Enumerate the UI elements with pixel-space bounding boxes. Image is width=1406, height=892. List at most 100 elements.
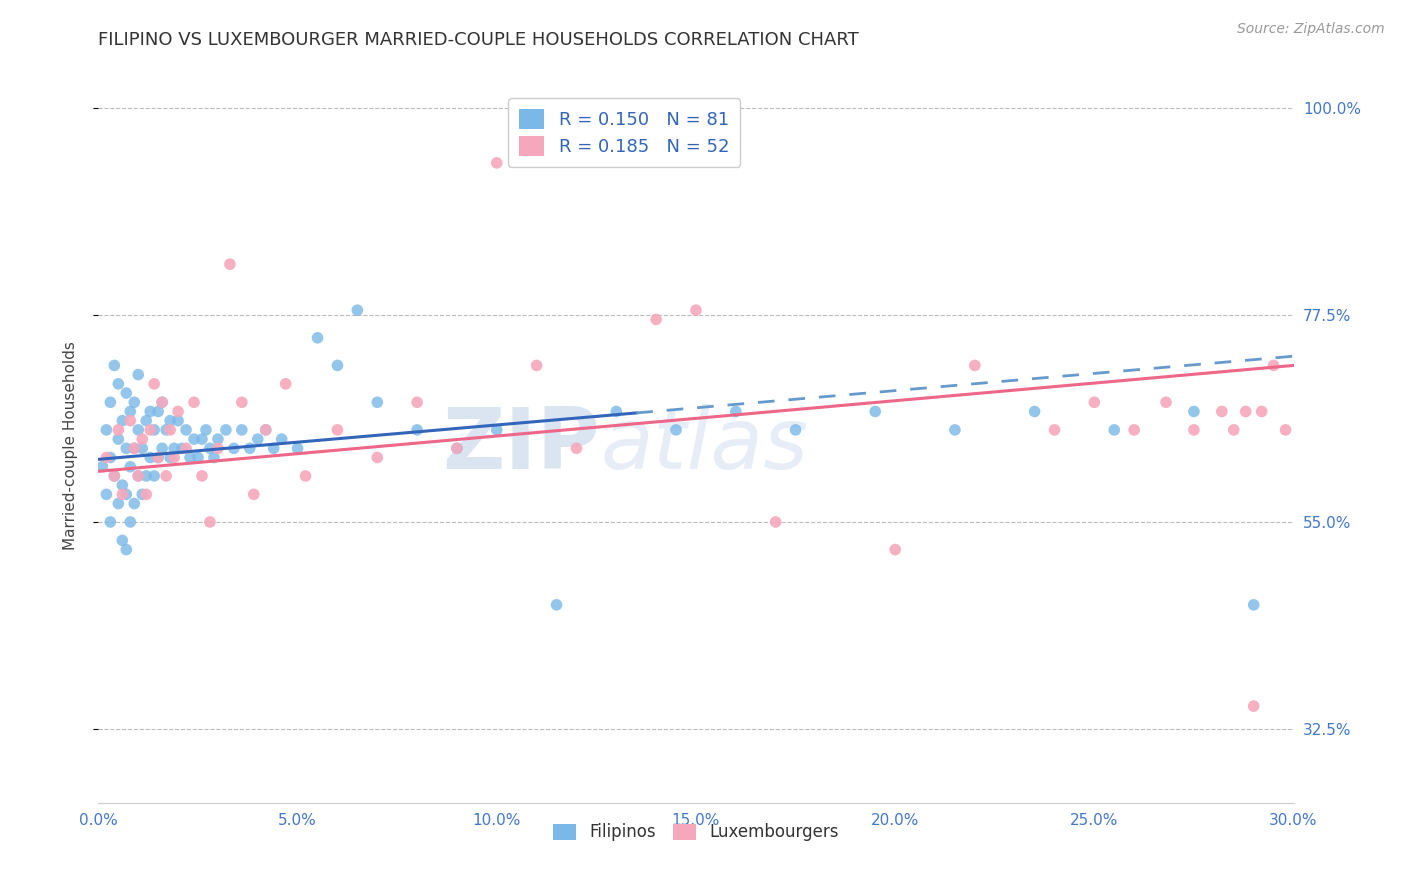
Point — [1243, 699, 1265, 714]
Point — [163, 442, 186, 456]
Point — [131, 432, 153, 446]
Point — [91, 459, 114, 474]
Point — [884, 542, 907, 557]
Point — [111, 533, 134, 548]
Point — [1083, 395, 1105, 409]
Point — [111, 478, 134, 492]
Point — [231, 395, 253, 409]
Point — [179, 450, 201, 465]
Point — [135, 414, 157, 428]
Point — [326, 359, 349, 373]
Point — [148, 450, 170, 465]
Point — [1182, 423, 1205, 437]
Point — [96, 423, 118, 437]
Point — [183, 432, 205, 446]
Point — [1123, 423, 1146, 437]
Point — [124, 442, 146, 456]
Point — [485, 156, 508, 170]
Point — [143, 469, 166, 483]
Point — [143, 376, 166, 391]
Point — [195, 423, 218, 437]
Point — [155, 469, 177, 483]
Point — [274, 376, 297, 391]
Point — [159, 423, 181, 437]
Point — [115, 386, 138, 401]
Point — [207, 432, 229, 446]
Point — [685, 303, 707, 318]
Point — [485, 423, 508, 437]
Point — [96, 450, 118, 465]
Point — [111, 414, 134, 428]
Point — [159, 450, 181, 465]
Point — [174, 442, 197, 456]
Point — [120, 515, 142, 529]
Point — [366, 395, 388, 409]
Point — [172, 442, 194, 456]
Point — [183, 395, 205, 409]
Point — [254, 423, 277, 437]
Point — [120, 414, 142, 428]
Point — [546, 598, 568, 612]
Point — [103, 359, 125, 373]
Point — [98, 450, 122, 465]
Text: ZIP: ZIP — [443, 404, 600, 488]
Point — [167, 414, 190, 428]
Point — [526, 359, 548, 373]
Point — [159, 414, 181, 428]
Point — [124, 395, 146, 409]
Point — [243, 487, 266, 501]
Point — [1243, 598, 1265, 612]
Point — [135, 487, 157, 501]
Point — [198, 515, 221, 529]
Point — [963, 359, 986, 373]
Point — [107, 432, 129, 446]
Text: Source: ZipAtlas.com: Source: ZipAtlas.com — [1237, 22, 1385, 37]
Point — [167, 404, 190, 418]
Text: atlas: atlas — [600, 404, 808, 488]
Point — [219, 257, 242, 271]
Point — [366, 450, 388, 465]
Point — [565, 442, 588, 456]
Point — [107, 423, 129, 437]
Point — [326, 423, 349, 437]
Point — [263, 442, 285, 456]
Point — [1274, 423, 1296, 437]
Point — [111, 487, 134, 501]
Point — [96, 487, 118, 501]
Point — [406, 395, 429, 409]
Point — [187, 450, 209, 465]
Point — [446, 442, 468, 456]
Point — [1182, 404, 1205, 418]
Point — [127, 368, 149, 382]
Point — [270, 432, 292, 446]
Point — [215, 423, 238, 437]
Point — [222, 442, 245, 456]
Point — [231, 423, 253, 437]
Point — [150, 442, 173, 456]
Point — [246, 432, 269, 446]
Point — [254, 423, 277, 437]
Point — [1024, 404, 1046, 418]
Point — [943, 423, 966, 437]
Point — [115, 487, 138, 501]
Point — [155, 423, 177, 437]
Point — [1234, 404, 1257, 418]
Point — [139, 450, 162, 465]
Point — [139, 404, 162, 418]
Point — [724, 404, 747, 418]
Point — [115, 542, 138, 557]
Point — [124, 497, 146, 511]
Point — [103, 469, 125, 483]
Point — [287, 442, 309, 456]
Point — [307, 331, 329, 345]
Point — [785, 423, 807, 437]
Point — [645, 312, 668, 326]
Point — [202, 450, 225, 465]
Point — [120, 404, 142, 418]
Point — [143, 423, 166, 437]
Point — [103, 469, 125, 483]
Point — [865, 404, 887, 418]
Point — [198, 442, 221, 456]
Point — [150, 395, 173, 409]
Point — [120, 459, 142, 474]
